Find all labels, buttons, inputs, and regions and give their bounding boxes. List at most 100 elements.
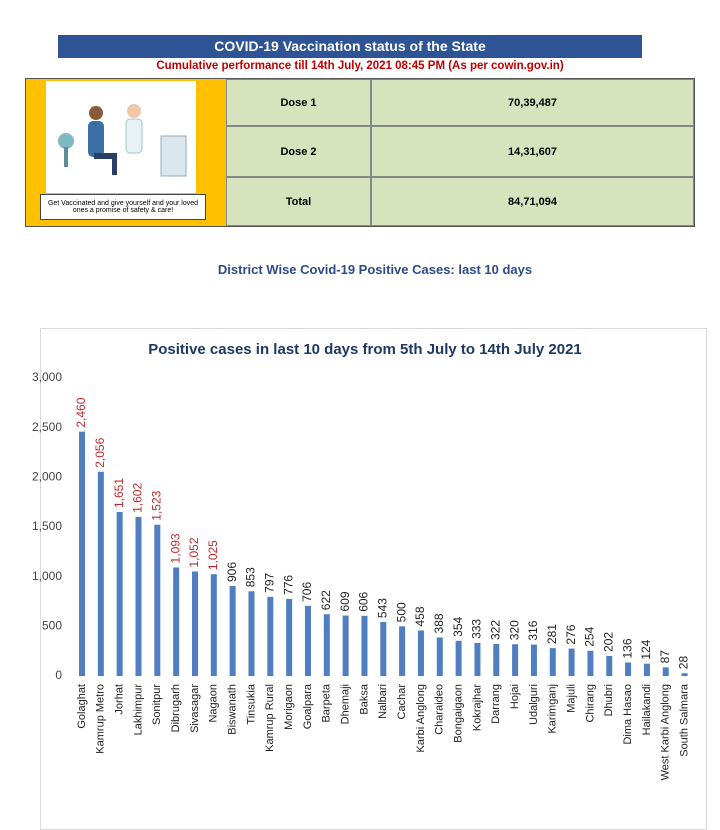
data-label: 1,651 (112, 478, 126, 508)
x-tick-label: Dima Hasao (622, 684, 634, 745)
data-label: 254 (583, 626, 597, 646)
bar (135, 516, 142, 676)
data-label: 543 (375, 598, 389, 618)
bar (417, 630, 424, 676)
data-label: 1,025 (206, 540, 220, 570)
data-label: 322 (488, 620, 502, 640)
x-tick-label: Hojai (509, 684, 521, 709)
data-label: 853 (244, 567, 258, 587)
data-label: 500 (394, 602, 408, 622)
bar (79, 431, 85, 676)
data-label: 1,093 (168, 533, 182, 563)
bar (606, 655, 613, 676)
bar (399, 626, 406, 676)
bar (210, 574, 217, 676)
x-tick-label: Karbi Anglong (415, 684, 427, 753)
bar (455, 640, 462, 676)
dose-label: Total (226, 177, 371, 226)
data-label: 776 (281, 575, 295, 595)
x-tick-label: Dhubri (603, 684, 615, 716)
x-tick-label: Biswanath (227, 684, 239, 735)
data-label: 2,460 (74, 397, 88, 427)
dose-label: Dose 2 (226, 126, 371, 177)
bar (681, 673, 688, 676)
bar (625, 662, 632, 676)
bar (530, 644, 537, 676)
bar (361, 615, 368, 676)
x-tick-label: Kokrajhar (471, 684, 483, 731)
x-tick-label: South Salmara (678, 683, 690, 757)
data-label: 1,523 (149, 490, 163, 520)
data-label: 28 (677, 656, 691, 670)
x-tick-label: Udalguri (528, 684, 540, 725)
data-label: 1,052 (187, 537, 201, 567)
section-title: District Wise Covid-19 Positive Cases: l… (217, 262, 533, 277)
dose-count: 14,31,607 (371, 126, 694, 177)
x-tick-label: Morigaon (283, 684, 295, 730)
x-tick-label: Cachar (396, 684, 408, 720)
y-tick-label: 1,500 (32, 519, 62, 533)
y-tick-label: 2,000 (32, 470, 62, 484)
x-tick-label: Hailakandi (641, 684, 653, 735)
x-tick-label: Chirang (584, 684, 596, 723)
bar (512, 644, 519, 676)
x-tick-label: Darrang (490, 684, 502, 724)
bar (173, 567, 180, 676)
x-tick-label: Nagaon (208, 684, 220, 723)
data-label: 906 (225, 562, 239, 582)
x-tick-label: Tinsukia (245, 683, 257, 724)
data-label: 124 (639, 639, 653, 659)
bar (587, 650, 594, 676)
dose-count: 84,71,094 (371, 177, 694, 226)
x-tick-label: Jorhat (114, 684, 126, 715)
data-label: 281 (545, 624, 559, 644)
x-tick-label: Kamrup Metro (95, 684, 107, 754)
y-tick-label: 3,000 (32, 370, 62, 384)
x-tick-label: Majuli (566, 684, 578, 713)
y-tick-label: 1,000 (32, 569, 62, 583)
x-tick-label: Charaideo (434, 684, 446, 735)
bar (116, 512, 123, 676)
data-label: 276 (564, 624, 578, 644)
x-tick-label: Nalbari (377, 684, 389, 719)
bar (304, 605, 311, 676)
x-tick-label: Goalpara (302, 683, 314, 729)
bar (154, 524, 161, 676)
illustration (46, 81, 196, 193)
bar (323, 614, 330, 676)
data-label: 1,602 (131, 483, 145, 513)
banner-title: COVID-19 Vaccination status of the State (58, 35, 642, 58)
bar (662, 667, 669, 676)
data-label: 706 (300, 582, 314, 602)
y-tick-label: 500 (42, 619, 62, 633)
data-label: 136 (620, 638, 634, 658)
data-label: 622 (319, 590, 333, 610)
bar (643, 663, 650, 676)
data-label: 388 (432, 613, 446, 633)
x-tick-label: Lakhimpur (132, 684, 144, 736)
subtitle: Cumulative performance till 14th July, 2… (156, 60, 564, 72)
data-label: 316 (526, 620, 540, 640)
dose-label: Dose 1 (226, 79, 371, 126)
data-label: 202 (601, 632, 615, 652)
data-label: 609 (338, 591, 352, 611)
y-tick-label: 2,500 (32, 420, 62, 434)
data-label: 87 (658, 650, 672, 664)
bar (380, 622, 387, 676)
bar (493, 644, 500, 676)
bar (191, 571, 198, 676)
x-tick-label: Dhemaji (340, 684, 352, 724)
x-tick-label: Dibrugarh (170, 684, 182, 732)
data-label: 320 (507, 620, 521, 640)
bar (248, 591, 255, 676)
y-tick-label: 0 (55, 668, 62, 682)
bar (342, 615, 349, 676)
x-tick-label: Karimganj (547, 684, 559, 734)
bar (568, 648, 575, 676)
chart-title: Positive cases in last 10 days from 5th … (148, 341, 582, 358)
status-table: Get Vaccinated and give yourself and you… (25, 78, 695, 227)
x-tick-label: Baksa (358, 683, 370, 714)
poster-caption: Get Vaccinated and give yourself and you… (40, 194, 206, 220)
